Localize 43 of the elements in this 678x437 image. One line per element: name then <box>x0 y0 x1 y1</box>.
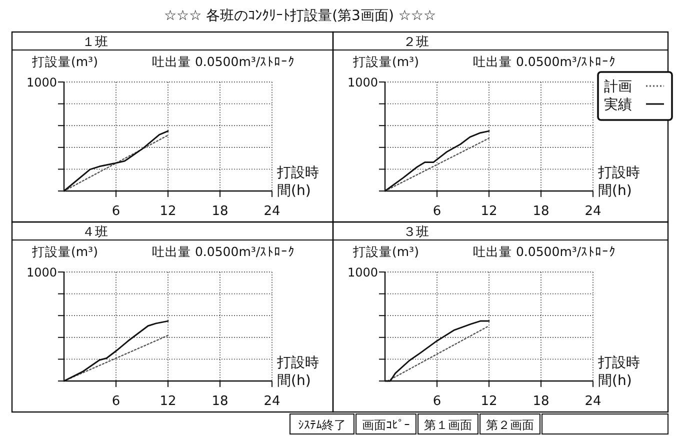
x-tick-label: 18 <box>212 204 228 219</box>
text: 第２画面 <box>486 418 534 432</box>
chart-title: ２班 <box>403 35 429 50</box>
x-tick-label: 18 <box>532 204 550 219</box>
text: 1000 <box>26 266 57 280</box>
chart-title: ４班 <box>82 225 108 240</box>
x-tick-label: 24 <box>584 394 602 409</box>
text: 1000 <box>26 76 57 90</box>
x-tick-label: 6 <box>432 394 442 409</box>
chart-subtitle: 吐出量 0.0500m³/ｽﾄﾛｰｸ <box>473 244 616 259</box>
x-tick-label: 18 <box>212 394 228 409</box>
text: 画面ｺﾋﾟｰ <box>362 418 410 432</box>
chart-subtitle: 吐出量 0.0500m³/ｽﾄﾛｰｸ <box>473 54 616 69</box>
text: 第１画面 <box>424 418 472 432</box>
y-axis-title: 打設量(m³) <box>31 54 98 69</box>
text: ☆☆☆ 各班のｺﾝｸﾘｰﾄ打設量(第3画面) ☆☆☆ <box>164 8 436 24</box>
x-tick-label: 6 <box>112 204 120 219</box>
chart-subtitle: 吐出量 0.0500m³/ｽﾄﾛｰｸ <box>152 54 296 69</box>
chart-title: １班 <box>82 35 108 50</box>
text: 1000 <box>347 266 378 280</box>
x-axis-title: 打設時間(h) <box>276 355 319 389</box>
chart-subtitle: 吐出量 0.0500m³/ｽﾄﾛｰｸ <box>152 244 296 259</box>
y-axis-title: 打設量(m³) <box>352 244 419 259</box>
x-tick-label: 24 <box>584 204 602 219</box>
y-axis-title: 打設量(m³) <box>31 244 98 259</box>
text: ｼｽﾃﾑ終了 <box>298 418 346 432</box>
y-axis-title: 打設量(m³) <box>352 54 419 69</box>
text: 1000 <box>347 76 378 90</box>
x-tick-label: 18 <box>532 394 550 409</box>
x-tick-label: 24 <box>264 394 280 409</box>
x-tick-label: 12 <box>160 204 176 219</box>
x-axis-title: 打設時間(h) <box>597 355 640 389</box>
x-tick-label: 24 <box>264 204 280 219</box>
chart-title: ３班 <box>403 225 429 240</box>
x-tick-label: 12 <box>480 204 498 219</box>
x-axis-title: 打設時間(h) <box>276 165 319 199</box>
legend-label: 計画 <box>604 79 632 95</box>
x-tick-label: 12 <box>480 394 498 409</box>
legend-label: 実績 <box>604 97 632 113</box>
x-tick-label: 6 <box>432 204 442 219</box>
x-tick-label: 12 <box>160 394 176 409</box>
x-tick-label: 6 <box>112 394 120 409</box>
x-axis-title: 打設時間(h) <box>597 165 640 199</box>
